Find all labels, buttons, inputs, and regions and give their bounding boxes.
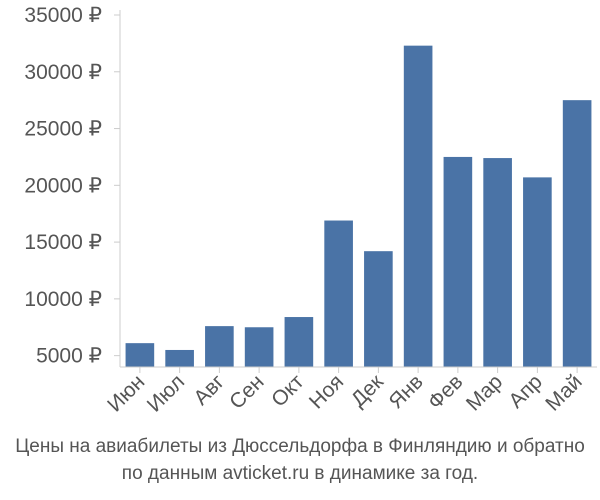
bar-2 [205,326,234,367]
bar-9 [483,158,512,367]
x-tick-label: Сен [225,370,268,413]
bar-5 [324,220,353,367]
caption-line-1: Цены на авиабилеты из Дюссельдорфа в Фин… [15,436,585,457]
x-tick-label: Мар [462,370,507,415]
bar-4 [284,317,314,367]
x-tick-label: Янв [385,370,428,413]
bar-0 [125,343,155,367]
y-tick-label: 20000 ₽ [24,174,102,197]
x-tick-label: Ноя [305,370,348,413]
y-tick-label: 35000 ₽ [24,4,102,27]
caption-line-2: по данным avticket.ru в динамике за год. [121,463,479,484]
bar-7 [403,45,433,367]
x-tick-label: Май [541,370,586,415]
bar-3 [244,327,274,367]
y-tick-label: 30000 ₽ [24,61,102,84]
bar-11 [562,100,592,368]
x-tick-label: Авг [189,370,229,410]
price-bar-chart: 5000 ₽ 10000 ₽ 15000 ₽ 20000 ₽ 25000 ₽ 30000 … [24,4,597,417]
y-tick-label: 10000 ₽ [24,288,102,311]
bar-10 [523,177,552,367]
x-tick-label: Фев [424,370,468,414]
y-tick-label: 25000 ₽ [24,118,102,141]
x-tick-label: Июн [103,370,149,416]
y-tick-label: 15000 ₽ [24,231,102,254]
y-tick-label: 5000 ₽ [36,345,102,368]
bar-6 [364,251,393,367]
x-tick-label: Окт [267,370,309,412]
x-tick-label: Апр [504,370,546,412]
x-tick-label: Дек [347,370,389,412]
bars [125,45,592,368]
bar-8 [443,156,473,367]
y-axis: 5000 ₽ 10000 ₽ 15000 ₽ 20000 ₽ 25000 ₽ 30000 … [24,4,121,368]
x-tick-label: Июл [143,370,189,416]
bar-1 [165,349,194,367]
